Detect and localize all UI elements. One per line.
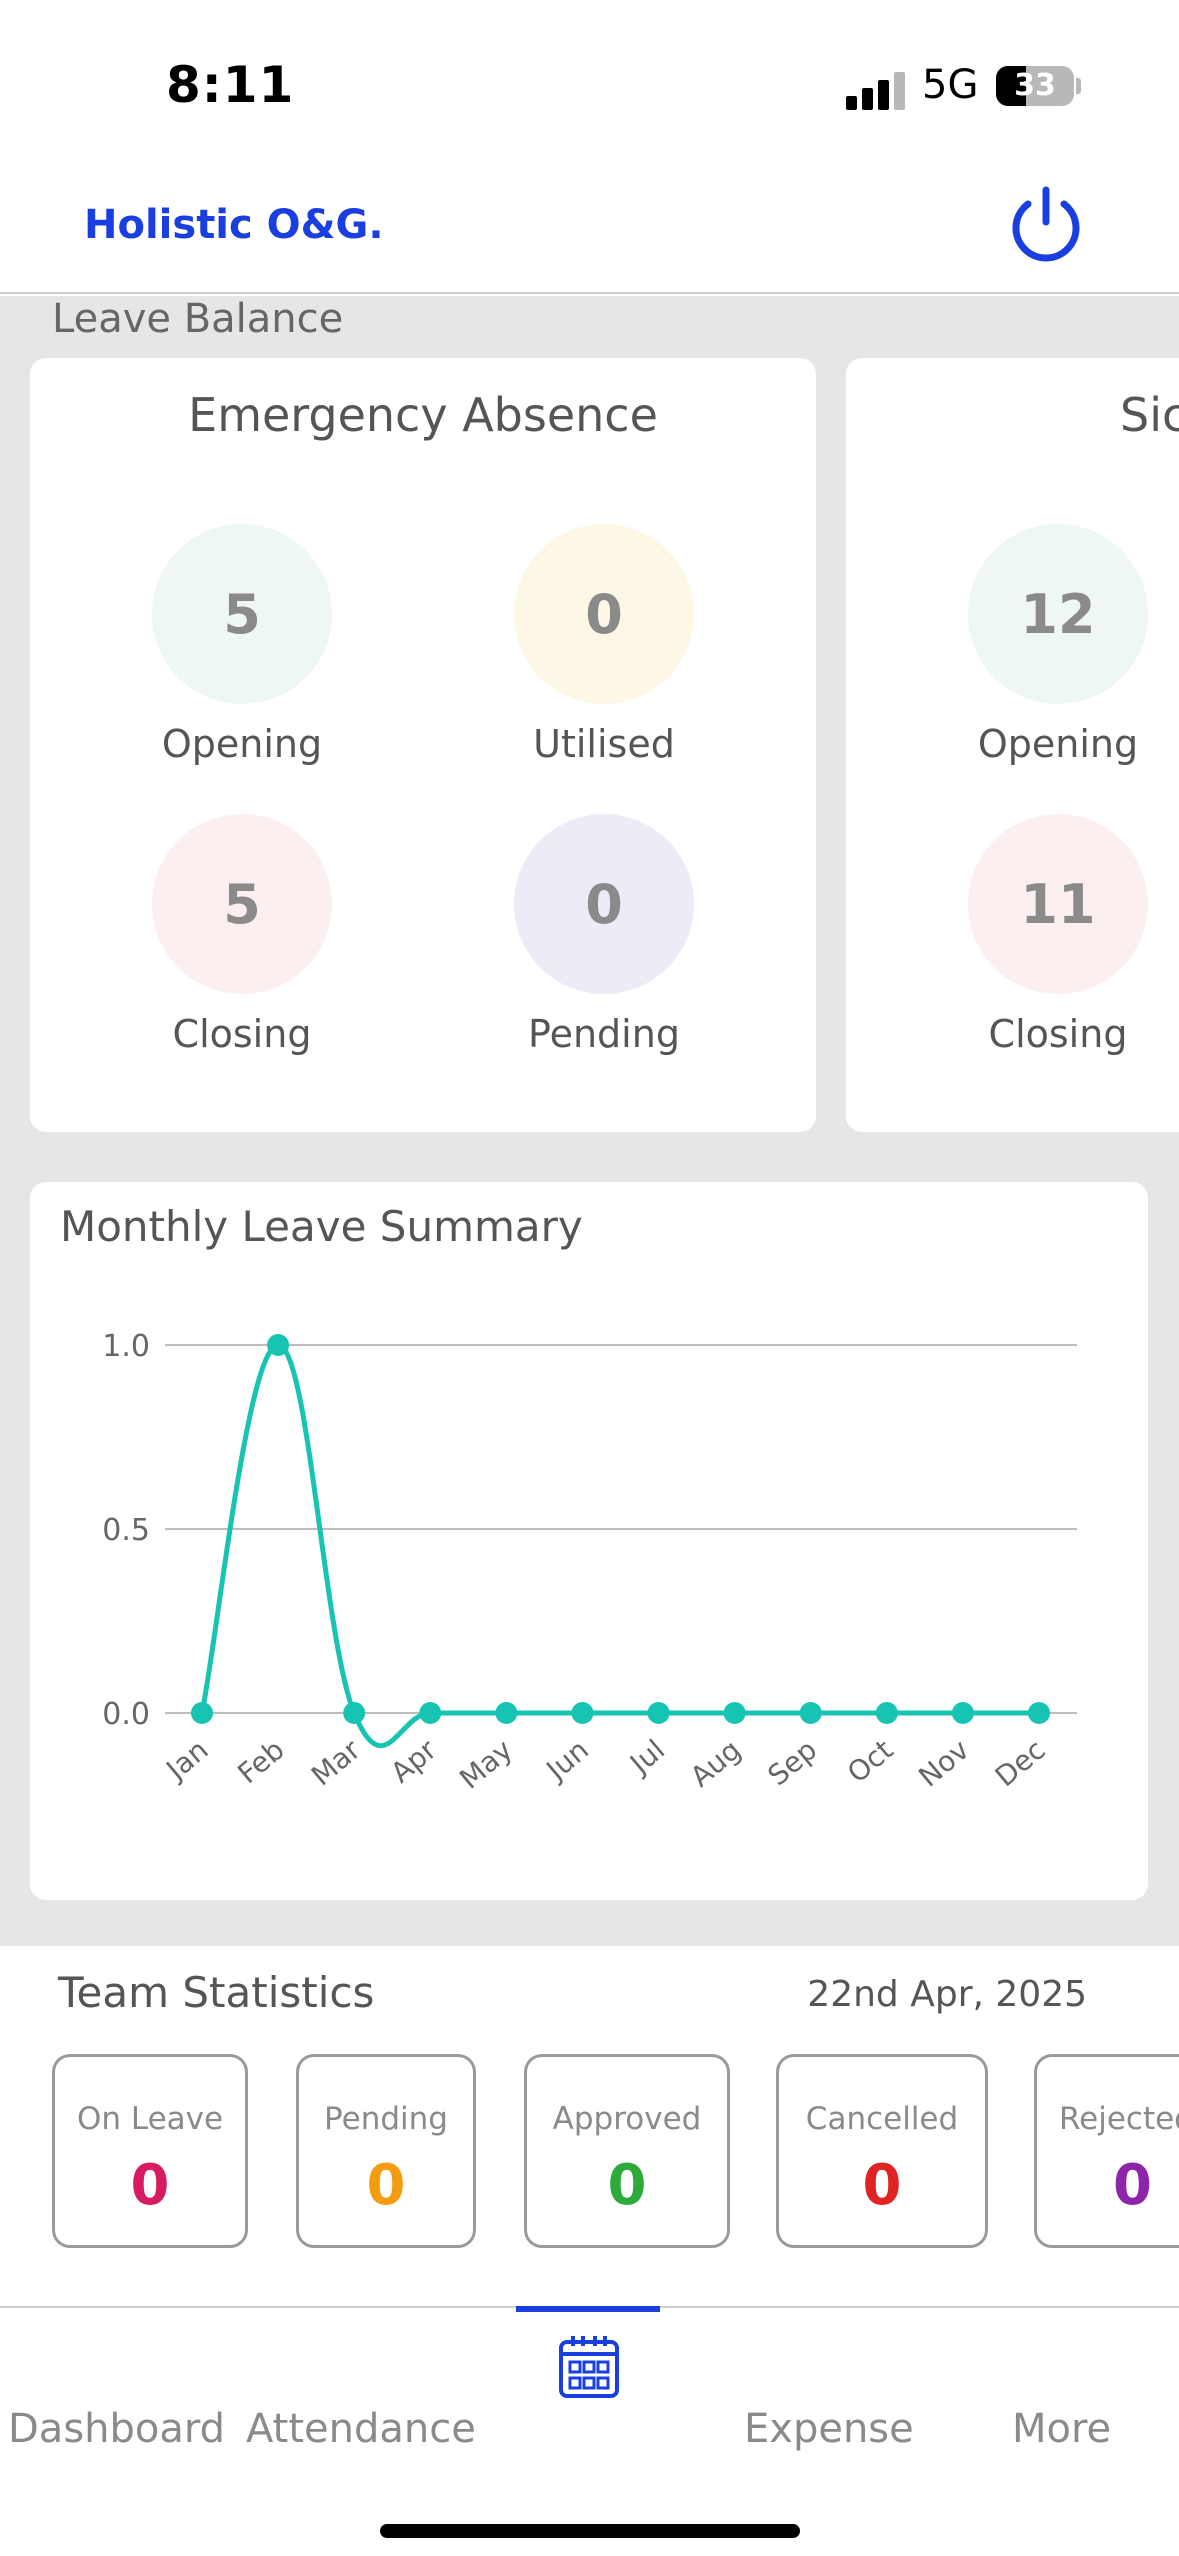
pending-value: 0 [585, 872, 623, 936]
data-point-jun[interactable] [571, 1702, 594, 1724]
battery-level: 33 [1014, 68, 1056, 103]
stat-value: 0 [862, 2153, 902, 2218]
data-point-mar[interactable] [343, 1702, 366, 1724]
pending-count: 0 [514, 814, 694, 994]
stat-card-approved[interactable]: Approved 0 [524, 2054, 730, 2248]
x-tick-label: Sep [762, 1733, 824, 1792]
leave-card-title: Emergency Absence [188, 388, 658, 442]
stat-label: Approved [552, 2101, 702, 2137]
leave-card-title: Sic [1120, 388, 1179, 442]
team-statistics-date: 22nd Apr, 2025 [807, 1974, 1087, 2015]
stat-card-pending[interactable]: Pending 0 [296, 2054, 476, 2248]
leave-card-sick[interactable]: Sic 12 Opening 11 Closing [846, 358, 1179, 1132]
data-point-apr[interactable] [419, 1702, 442, 1724]
closing-count: 5 [152, 814, 332, 994]
data-point-oct[interactable] [875, 1702, 898, 1724]
opening-count: 5 [152, 524, 332, 704]
bottom-navigation: Dashboard Attendance Expense More [0, 2306, 1179, 2556]
power-icon[interactable] [1004, 182, 1088, 266]
nav-attendance[interactable]: Attendance [246, 2406, 476, 2452]
nav-expense[interactable]: Expense [744, 2406, 914, 2452]
leave-balance-title: Leave Balance [52, 296, 344, 342]
stat-label: Pending [324, 2101, 448, 2137]
opening-count: 12 [968, 524, 1148, 704]
opening-label: Opening [161, 722, 323, 766]
utilised-value: 0 [585, 582, 623, 646]
x-tick-label: Feb [231, 1733, 290, 1790]
data-point-jul[interactable] [647, 1702, 670, 1724]
home-indicator [380, 2524, 800, 2538]
y-tick-label: 0.0 [102, 1697, 150, 1732]
stat-card-cancelled[interactable]: Cancelled 0 [776, 2054, 988, 2248]
opening-value: 12 [1020, 582, 1096, 646]
nav-active-indicator [516, 2306, 660, 2312]
status-time: 8:11 [166, 56, 295, 114]
data-point-aug[interactable] [723, 1702, 746, 1724]
stat-card-on-leave[interactable]: On Leave 0 [52, 2054, 248, 2248]
cellular-signal-icon [846, 70, 906, 110]
x-tick-label: Dec [989, 1733, 1052, 1793]
data-point-feb[interactable] [267, 1334, 290, 1356]
x-tick-label: Jul [622, 1733, 671, 1781]
data-point-jan[interactable] [191, 1702, 213, 1724]
stat-value: 0 [607, 2153, 647, 2218]
stat-label: Rejected [1059, 2101, 1179, 2137]
utilised-label: Utilised [533, 722, 675, 766]
x-tick-label: May [453, 1733, 519, 1795]
closing-value: 5 [223, 872, 261, 936]
x-tick-label: Nov [912, 1733, 975, 1793]
x-tick-label: Oct [841, 1733, 899, 1789]
stat-value: 0 [366, 2153, 406, 2218]
x-tick-label: Aug [684, 1733, 747, 1793]
leave-card-emergency-absence[interactable]: Emergency Absence 5 Opening 0 Utilised 5… [30, 358, 816, 1132]
x-tick-label: Jan [159, 1733, 215, 1787]
series-line [199, 1342, 1039, 1749]
status-bar: 8:11 5G 33 [0, 0, 1179, 160]
x-tick-label: Jun [539, 1733, 595, 1788]
closing-value: 11 [1020, 872, 1096, 936]
utilised-count: 0 [514, 524, 694, 704]
data-point-sep[interactable] [799, 1702, 822, 1724]
data-point-dec[interactable] [1028, 1702, 1050, 1724]
app-header: Holistic O&G. [0, 160, 1179, 294]
stat-label: Cancelled [805, 2101, 959, 2137]
battery-icon: 33 [996, 66, 1074, 106]
monthly-leave-summary-card: Monthly Leave Summary 0.0 0.5 1.0 Jan Feb Mar… [30, 1182, 1148, 1900]
stat-value: 0 [130, 2153, 170, 2218]
pending-label: Pending [528, 1012, 680, 1056]
y-tick-label: 0.5 [102, 1513, 150, 1548]
opening-label: Opening [977, 722, 1139, 766]
calendar-icon[interactable] [558, 2334, 620, 2400]
y-tick-label: 1.0 [102, 1329, 150, 1364]
chart-title: Monthly Leave Summary [60, 1202, 583, 1251]
nav-dashboard[interactable]: Dashboard [8, 2406, 226, 2452]
x-tick-label: Mar [305, 1733, 367, 1793]
brand-title: Holistic O&G. [84, 202, 384, 248]
data-point-nov[interactable] [951, 1702, 974, 1724]
opening-value: 5 [223, 582, 261, 646]
stat-card-rejected[interactable]: Rejected 0 [1034, 2054, 1179, 2248]
nav-more[interactable]: More [1012, 2406, 1112, 2452]
closing-count: 11 [968, 814, 1148, 994]
stat-label: On Leave [76, 2101, 224, 2137]
team-statistics: Team Statistics 22nd Apr, 2025 On Leave … [0, 1946, 1179, 2306]
closing-label: Closing [988, 1012, 1128, 1056]
data-point-may[interactable] [495, 1702, 518, 1724]
team-statistics-title: Team Statistics [58, 1968, 375, 2017]
dashboard-content: Leave Balance Emergency Absence 5 Openin… [0, 296, 1179, 1946]
stat-value: 0 [1113, 2153, 1152, 2218]
closing-label: Closing [172, 1012, 312, 1056]
network-type: 5G [922, 62, 979, 108]
